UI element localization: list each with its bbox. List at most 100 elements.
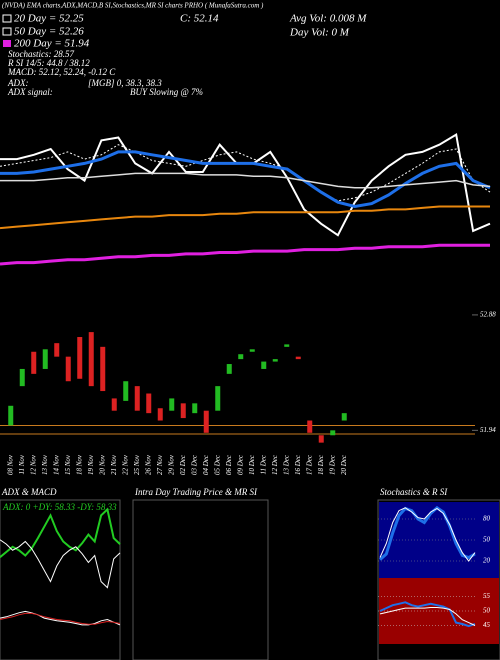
candle-body (180, 403, 186, 419)
x-tick-label: 16 Dec (294, 454, 302, 475)
x-tick-label: 11 Nov (18, 454, 26, 474)
x-tick-label: 10 Dec (248, 454, 256, 475)
top-line: (NVDA) EMA charts,ADX,MACD,B SI,Stochast… (2, 2, 264, 10)
x-tick-label: 14 Nov (52, 454, 60, 475)
x-tick-label: 27 Nov (156, 454, 164, 475)
y-tick-label: 50 (483, 607, 491, 615)
rsi: R SI 14/5: 44.8 / 38.12 (7, 58, 90, 68)
legend-box (2, 14, 12, 23)
legend-box (3, 40, 11, 47)
candle-body (284, 344, 290, 347)
series-line (0, 205, 490, 230)
stochastics: Stochastics: 28.57 (8, 49, 74, 59)
candle-body (215, 386, 221, 411)
series-line (0, 612, 121, 625)
candle-body (226, 364, 232, 374)
day-vol: Day Vol: 0 M (289, 27, 350, 39)
x-tick-label: 26 Nov (144, 454, 152, 475)
x-tick-label: 03 Dec (190, 454, 198, 475)
candle-body (192, 403, 198, 414)
panel (132, 499, 269, 660)
x-tick-label: 02 Dec (179, 454, 187, 475)
candle-body (272, 359, 278, 362)
x-tick-label: 19 Dec (328, 454, 336, 475)
series-line (0, 243, 490, 266)
y-tick-label: 51.94 (480, 426, 496, 434)
candle-body (318, 435, 324, 443)
x-tick-label: 20 Dec (340, 454, 348, 475)
y-tick-label: 20 (483, 557, 491, 565)
candle-body (249, 349, 255, 352)
x-tick-label: 11 Dec (259, 454, 267, 474)
candle-body (146, 393, 152, 414)
close: C: 52.14 (180, 13, 219, 25)
x-tick-label: 12 Nov (29, 454, 37, 475)
panel (0, 499, 121, 660)
x-tick-label: 18 Dec (317, 454, 325, 475)
adx-value: [MGB] 0, 38.3, 38.3 (88, 78, 162, 88)
x-tick-label: 19 Nov (87, 454, 95, 475)
series-line (379, 505, 476, 561)
x-tick-label: 08 Nov (6, 454, 14, 475)
macd: MACD: 52.12, 52.24, -0.12 C (7, 67, 116, 77)
candle-body (8, 405, 14, 426)
series-line (0, 610, 121, 626)
y-tick-label: 52.88 (480, 311, 496, 319)
adx-label: ADX: (7, 78, 29, 88)
panel-title: Stochastics & R SI (380, 487, 448, 497)
candle-body (169, 398, 175, 411)
series-line (0, 539, 121, 589)
series-line (0, 507, 121, 558)
x-tick-label: 25 Nov (133, 454, 141, 475)
avg-vol: Avg Vol: 0.008 M (289, 13, 367, 25)
candle-body (31, 351, 37, 374)
candle-body (111, 398, 117, 411)
x-tick-label: 20 Nov (98, 454, 106, 475)
x-tick-label: 05 Dec (213, 454, 221, 475)
x-tick-label: 13 Dec (282, 454, 290, 475)
adx-signal-label: ADX signal: (7, 87, 53, 97)
series-line (379, 601, 476, 628)
candle-body (157, 408, 163, 421)
x-tick-label: 15 Nov (64, 454, 72, 475)
ema20: 20 Day = 52.25 (14, 13, 84, 25)
candle-body (307, 420, 313, 433)
candle-body (54, 343, 60, 357)
series-line (379, 607, 476, 626)
ema50: 50 Day = 52.26 (14, 26, 84, 38)
candle-body (295, 356, 301, 360)
series-line (0, 172, 491, 189)
y-tick-label: 55 (483, 592, 491, 600)
candle-body (19, 368, 25, 387)
x-tick-label: 06 Dec (225, 454, 233, 475)
candle-body (77, 337, 83, 379)
x-tick-label: 22 Nov (121, 454, 129, 475)
y-tick-label: 45 (483, 621, 491, 629)
x-tick-label: 21 Nov (110, 454, 118, 475)
panel-title: Intra Day Trading Price & MR SI (134, 487, 258, 497)
readout-bg (1, 502, 119, 514)
x-tick-label: 18 Nov (75, 454, 83, 475)
x-tick-label: 13 Nov (41, 454, 49, 475)
ema200: 200 Day = 51.94 (14, 38, 90, 50)
candle-body (65, 356, 71, 382)
adx-signal: BUY Slowing @ 7% (130, 87, 203, 97)
series-line (0, 144, 491, 202)
y-tick-label: 50 (483, 536, 491, 544)
candle-body (341, 413, 347, 421)
candle-body (203, 410, 209, 433)
x-tick-label: 17 Dec (305, 454, 313, 475)
candle-body (134, 386, 140, 411)
candle-body (261, 361, 267, 369)
candle-body (123, 381, 129, 401)
x-tick-label: 04 Dec (202, 454, 210, 475)
x-tick-label: 29 Nov (167, 454, 175, 475)
series-line (0, 150, 491, 209)
candle-body (88, 332, 94, 387)
x-tick-label: 12 Dec (271, 454, 279, 475)
panel-title: ADX & MACD (1, 487, 57, 497)
candle-body (330, 430, 336, 436)
x-tick-label: 09 Dec (236, 454, 244, 475)
